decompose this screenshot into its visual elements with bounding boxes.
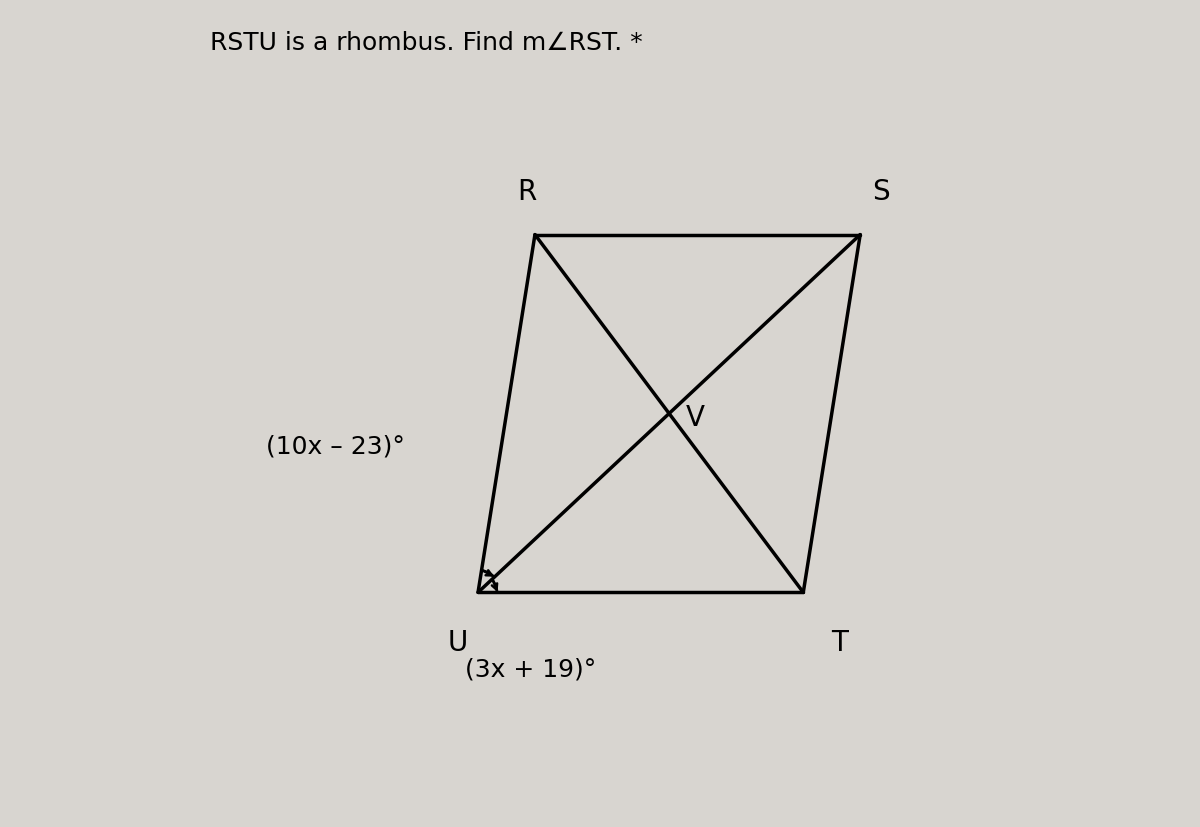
- Text: S: S: [871, 178, 889, 206]
- Text: R: R: [517, 178, 536, 206]
- Text: U: U: [448, 629, 468, 657]
- Text: (10x – 23)°: (10x – 23)°: [266, 434, 406, 458]
- Text: V: V: [685, 404, 704, 432]
- Text: RSTU is a rhombus. Find m∠RST. *: RSTU is a rhombus. Find m∠RST. *: [210, 31, 642, 55]
- Text: T: T: [832, 629, 848, 657]
- Text: (3x + 19)°: (3x + 19)°: [466, 657, 596, 681]
